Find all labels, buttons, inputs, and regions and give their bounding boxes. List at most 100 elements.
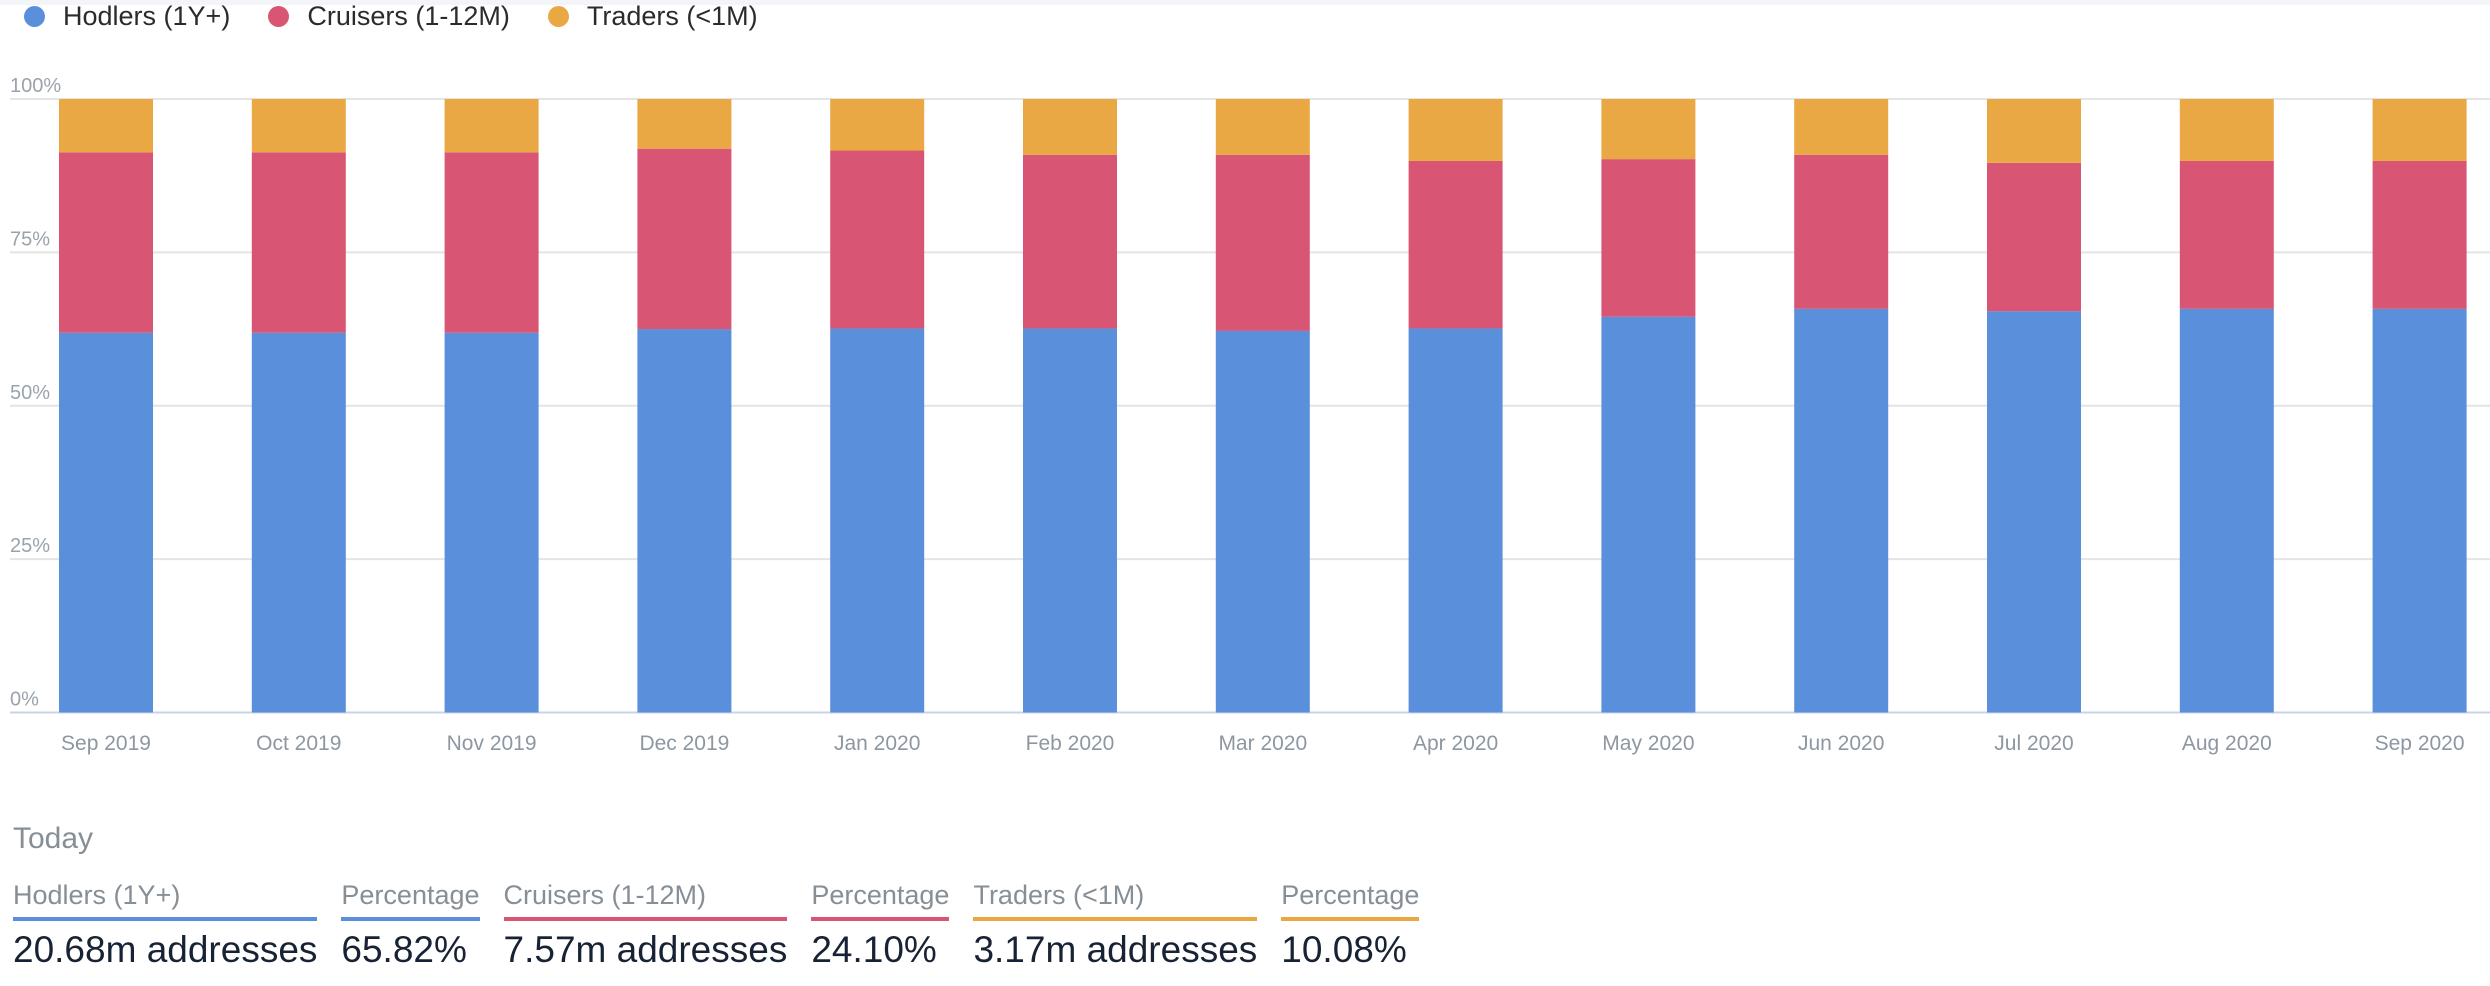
x-tick-label: Mar 2020 — [1218, 732, 1307, 755]
legend-dot-icon — [24, 5, 45, 27]
x-tick-label: Dec 2019 — [639, 732, 729, 755]
legend-dot-icon — [268, 5, 290, 27]
legend-label: Cruisers (1-12M) — [307, 0, 510, 31]
bar-segment-hodlers[interactable] — [251, 332, 346, 713]
bar-segment-hodlers[interactable] — [1023, 328, 1117, 713]
bar-stack[interactable] — [1408, 99, 1503, 713]
x-axis: Sep 2019 Oct 2019 Nov 2019 Dec 2019 Jan 2020… — [61, 732, 2465, 755]
bar-segment-cruisers[interactable] — [1987, 162, 2081, 312]
x-tick-label: Jul 2020 — [1994, 732, 2073, 755]
bar-segment-traders[interactable] — [1987, 99, 2081, 163]
legend-label: Hodlers (1Y+) — [63, 0, 231, 31]
bar-segment-traders[interactable] — [637, 99, 732, 149]
bar-segment-cruisers[interactable] — [1601, 159, 1696, 317]
stat-value: 24.10% — [811, 929, 937, 970]
bar-segment-traders[interactable] — [1601, 99, 1696, 160]
bar-segment-traders[interactable] — [2179, 99, 2274, 161]
x-tick-label: Sep 2019 — [61, 732, 151, 755]
bar-stack[interactable] — [251, 99, 346, 713]
stat-hodlers-percentage: Percentage 65.82% — [341, 880, 480, 971]
bar-stack[interactable] — [2372, 99, 2467, 713]
bar-segment-cruisers[interactable] — [1794, 154, 1889, 309]
bar-segment-traders[interactable] — [251, 99, 346, 153]
stat-traders-percentage: Percentage 10.08% — [1281, 880, 1420, 971]
legend-item-hodlers[interactable]: Hodlers (1Y+) — [24, 1, 230, 32]
y-tick-label: 50% — [10, 382, 50, 404]
bar-segment-hodlers[interactable] — [1601, 316, 1696, 713]
bar-segment-hodlers[interactable] — [444, 332, 539, 713]
bar-stack[interactable] — [830, 99, 925, 713]
bar-segment-cruisers[interactable] — [637, 148, 732, 330]
x-tick-label: Feb 2020 — [1026, 732, 1115, 755]
chart-legend: Hodlers (1Y+) Cruisers (1-12M) Traders (… — [24, 0, 796, 32]
x-tick-label: Aug 2020 — [2182, 732, 2272, 755]
x-tick-label: Apr 2020 — [1413, 732, 1498, 755]
bar-segment-hodlers[interactable] — [1987, 311, 2081, 713]
bar-stack[interactable] — [1215, 99, 1310, 713]
stacked-bar-chart: 0% 25% 50% 75% 100% Sep 2019 Oct 2019 Nov 2019… — [10, 75, 2490, 755]
bar-stack[interactable] — [2179, 99, 2274, 713]
stat-header: Hodlers (1Y+) — [13, 880, 318, 921]
bar-segment-traders[interactable] — [444, 99, 539, 153]
bar-stack[interactable] — [59, 99, 153, 713]
bar-segment-cruisers[interactable] — [59, 152, 153, 333]
bar-segment-traders[interactable] — [830, 99, 925, 151]
y-tick-label: 100% — [10, 75, 61, 97]
stat-value: 3.17m addresses — [973, 929, 1258, 970]
bar-segment-traders[interactable] — [1408, 99, 1503, 161]
y-tick-label: 0% — [10, 689, 39, 711]
legend-item-traders[interactable]: Traders (<1M) — [547, 0, 758, 32]
bar-segment-traders[interactable] — [1794, 99, 1889, 155]
stat-cruisers-percentage: Percentage 24.10% — [811, 880, 950, 971]
stat-value: 20.68m addresses — [13, 929, 318, 970]
bar-segment-cruisers[interactable] — [444, 152, 539, 333]
bar-segment-hodlers[interactable] — [1215, 330, 1310, 713]
stat-header: Traders (<1M) — [973, 880, 1258, 921]
y-axis: 0% 25% 50% 75% 100% — [10, 75, 61, 711]
legend-label: Traders (<1M) — [586, 0, 758, 31]
bar-segment-traders[interactable] — [1215, 99, 1310, 155]
bar-segment-hodlers[interactable] — [1408, 328, 1503, 713]
bar-segment-cruisers[interactable] — [1215, 154, 1310, 331]
stat-header: Percentage — [341, 880, 480, 921]
top-strip — [0, 0, 2490, 5]
stat-header: Percentage — [811, 880, 950, 921]
stat-value: 7.57m addresses — [503, 929, 788, 970]
legend-item-cruisers[interactable]: Cruisers (1-12M) — [268, 1, 510, 32]
y-tick-label: 75% — [10, 228, 50, 250]
bar-segment-hodlers[interactable] — [1794, 308, 1889, 713]
stat-value: 65.82% — [341, 929, 467, 970]
bar-segment-traders[interactable] — [2372, 99, 2467, 161]
bar-segment-hodlers[interactable] — [2179, 308, 2274, 713]
summary-stats: Hodlers (1Y+) 20.68m addresses Percentag… — [13, 880, 1420, 971]
bar-segment-traders[interactable] — [1023, 99, 1117, 155]
bar-segment-cruisers[interactable] — [1408, 160, 1503, 329]
stat-cruisers-count: Cruisers (1-12M) 7.57m addresses — [503, 880, 788, 971]
bar-segment-cruisers[interactable] — [2372, 160, 2467, 309]
summary-title: Today — [13, 822, 94, 855]
bar-segment-cruisers[interactable] — [1023, 154, 1117, 329]
bar-segment-traders[interactable] — [59, 99, 153, 153]
bar-stack[interactable] — [1023, 99, 1117, 713]
bar-stack[interactable] — [1794, 99, 1889, 713]
bar-stack[interactable] — [637, 99, 732, 713]
bar-segment-hodlers[interactable] — [830, 328, 925, 713]
bar-segment-cruisers[interactable] — [251, 152, 346, 333]
bar-segment-hodlers[interactable] — [59, 332, 153, 713]
stat-header: Percentage — [1281, 880, 1420, 921]
bar-stack[interactable] — [1987, 99, 2081, 713]
x-tick-label: Sep 2020 — [2375, 732, 2465, 755]
bar-segment-hodlers[interactable] — [637, 329, 732, 713]
bar-segment-hodlers[interactable] — [2372, 308, 2467, 713]
x-tick-label: Nov 2019 — [447, 732, 537, 755]
bar-stack[interactable] — [444, 99, 539, 713]
stat-value: 10.08% — [1281, 929, 1407, 970]
stat-header: Cruisers (1-12M) — [503, 880, 788, 921]
bar-segment-cruisers[interactable] — [2179, 160, 2274, 309]
bar-segment-cruisers[interactable] — [830, 150, 925, 329]
bars — [59, 99, 2467, 713]
x-tick-label: Jan 2020 — [834, 732, 920, 755]
legend-dot-icon — [547, 5, 569, 27]
bar-stack[interactable] — [1601, 99, 1696, 713]
y-tick-label: 25% — [10, 535, 50, 557]
